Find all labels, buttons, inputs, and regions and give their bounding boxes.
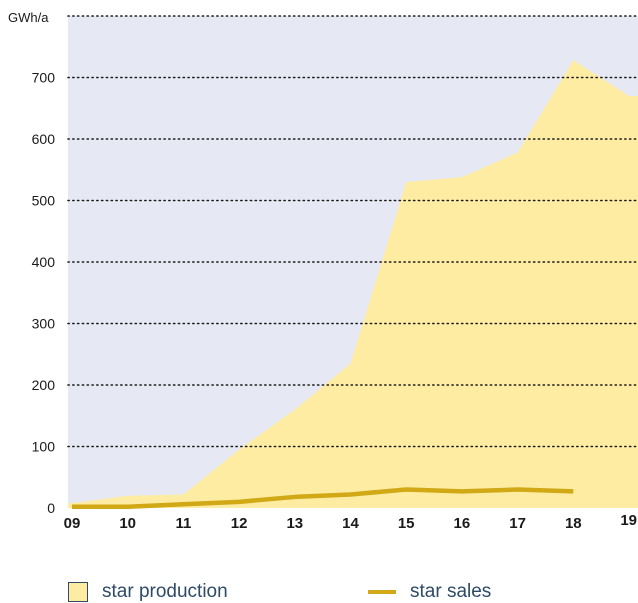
x-tick-label: 12 — [231, 515, 248, 532]
y-tick-label: 300 — [32, 316, 56, 332]
y-tick-label: 700 — [32, 70, 56, 86]
x-tick-label: 13 — [286, 515, 303, 532]
x-tick-label: 14 — [342, 515, 359, 532]
series-line-star-sales — [72, 487, 574, 510]
y-tick-label: 100 — [32, 439, 56, 455]
legend-swatch-area — [68, 582, 88, 602]
x-axis-ticks: 09 10 11 12 13 14 15 16 17 18 19 — [64, 512, 637, 532]
y-tick-label: 0 — [47, 500, 55, 516]
x-tick-label: 11 — [175, 515, 191, 532]
y-tick-label: 200 — [32, 377, 56, 393]
series-area-star-production — [68, 60, 638, 508]
x-tick-label: 19 — [620, 512, 637, 529]
y-axis-unit-label: GWh/a — [8, 10, 49, 25]
y-tick-label: 500 — [32, 193, 56, 209]
legend-item-star-production: star production — [68, 581, 228, 602]
legend-swatch-line — [368, 590, 396, 594]
gridlines — [67, 15, 638, 448]
x-tick-label: 17 — [509, 515, 526, 532]
legend-label-star-sales: star sales — [410, 581, 492, 602]
x-tick-label: 15 — [398, 515, 415, 532]
y-tick-label: 400 — [32, 254, 56, 270]
legend-label-star-production: star production — [102, 581, 228, 602]
x-tick-label: 18 — [565, 515, 582, 532]
x-tick-label: 09 — [64, 515, 81, 532]
y-tick-label: 600 — [32, 131, 56, 147]
legend-item-star-sales: star sales — [368, 581, 492, 602]
x-tick-label: 10 — [119, 515, 136, 532]
x-tick-label: 16 — [454, 515, 471, 532]
y-axis-ticks: 0 100 200 300 400 500 600 700 — [32, 70, 56, 517]
